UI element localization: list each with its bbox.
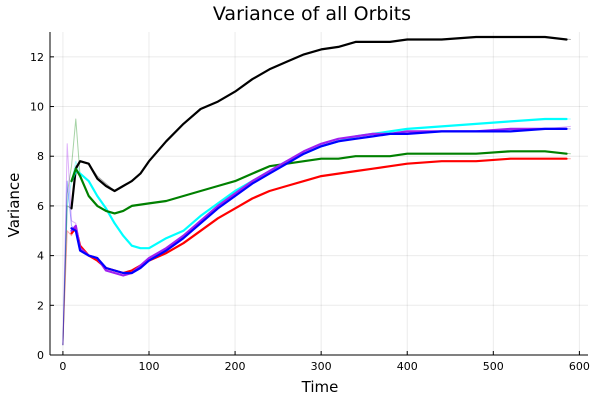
x-tick-label: 500 [483,360,504,373]
grid [50,32,588,356]
series-2-smooth-line [70,150,568,215]
series-1-smooth-line [70,117,568,250]
x-tick-label: 600 [569,360,590,373]
series-0-raw-line [62,36,571,346]
x-tick-label: 100 [138,360,159,373]
x-tick-label: 200 [225,360,246,373]
y-tick-label: 12 [30,51,44,64]
series-0-smooth-line [70,35,568,210]
y-tick-label: 6 [37,200,44,213]
x-axis-label: Time [301,378,339,396]
y-axis-label: Variance [5,173,23,238]
y-tick-label: 4 [37,250,44,263]
tick-labels: 0 100 200 300 400 500 600 0 2 4 6 8 10 12 [30,51,590,373]
x-tick-label: 0 [59,360,66,373]
chart-title: Variance of all Orbits [213,3,411,25]
y-tick-label: 10 [30,101,44,114]
x-tick-label: 400 [397,360,418,373]
series-lines [62,35,571,346]
series-3-raw-line [62,158,571,346]
series-5-raw-line [62,128,571,346]
axes [49,32,588,356]
y-tick-label: 2 [37,299,44,312]
series-5-smooth-line [70,127,568,275]
x-tick-label: 300 [311,360,332,373]
y-tick-label: 0 [37,349,44,362]
series-4-smooth-line [70,127,568,277]
y-tick-label: 8 [37,150,44,163]
